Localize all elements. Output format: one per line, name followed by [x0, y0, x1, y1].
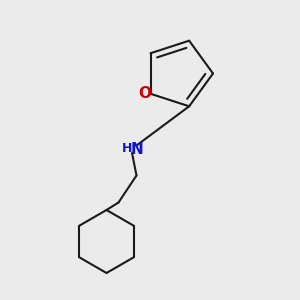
- Text: N: N: [131, 142, 144, 158]
- Text: O: O: [139, 86, 152, 101]
- Text: H: H: [122, 142, 132, 155]
